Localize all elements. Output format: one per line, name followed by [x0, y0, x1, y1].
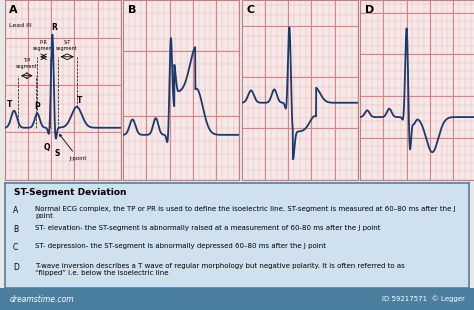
Text: Normal ECG complex, the TP or PR is used to define the isoelectric line. ST-segm: Normal ECG complex, the TP or PR is used… [35, 206, 456, 219]
Text: Q: Q [43, 143, 50, 152]
Text: ID 59217571  © Legger: ID 59217571 © Legger [382, 296, 465, 303]
Text: ST-Segment Deviation: ST-Segment Deviation [14, 188, 127, 197]
Text: R: R [51, 23, 57, 32]
Text: P-R
segment: P-R segment [33, 40, 55, 51]
Text: J-point: J-point [60, 135, 87, 161]
Text: dreamstime.com: dreamstime.com [9, 294, 74, 304]
Text: C: C [246, 5, 255, 16]
Text: ST- elevation- the ST-segment is abnormally raised at a measurement of 60-80 ms : ST- elevation- the ST-segment is abnorma… [35, 225, 381, 231]
Text: D: D [13, 263, 19, 272]
Text: T: T [7, 100, 12, 108]
Text: C: C [13, 243, 18, 252]
Text: B: B [13, 225, 18, 234]
Text: A: A [9, 5, 18, 16]
Text: T-P
segment: T-P segment [16, 58, 37, 69]
Text: B: B [128, 5, 136, 16]
Text: T-wave inversion describes a T wave of regular morphology but negative polarity.: T-wave inversion describes a T wave of r… [35, 263, 405, 276]
Text: T: T [77, 96, 82, 105]
Text: P: P [35, 102, 40, 111]
Text: S-T
segment: S-T segment [56, 40, 78, 51]
Text: A: A [13, 206, 18, 215]
Text: D: D [365, 5, 374, 16]
Text: S: S [55, 149, 60, 158]
Text: ST- depression- the ST-segment is abnormally depressed 60–80 ms after the J poin: ST- depression- the ST-segment is abnorm… [35, 243, 326, 249]
Text: Lead III: Lead III [9, 23, 32, 29]
